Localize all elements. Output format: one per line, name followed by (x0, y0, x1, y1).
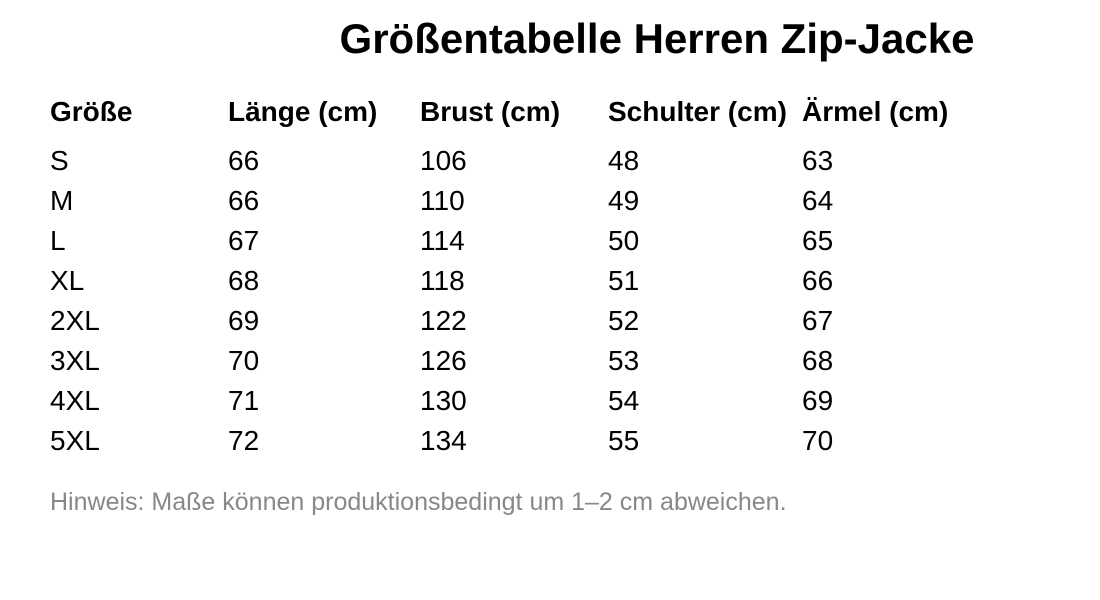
schulter-cell: 50 (608, 225, 640, 256)
laenge-cell: 70 (228, 345, 260, 376)
schulter-cell: 55 (608, 425, 640, 456)
brust-cell: 122 (420, 305, 467, 336)
column-header-groesse: Größe (50, 96, 133, 127)
size-table: Größe Länge (cm) Brust (cm) Schulter (cm… (50, 92, 1060, 461)
aermel-cell: 67 (802, 305, 834, 336)
size-cell: L (50, 225, 66, 256)
table-row-xl: XL 68 118 51 66 (50, 261, 1060, 301)
brust-cell: 110 (420, 185, 465, 216)
table-row-4xl: 4XL 71 130 54 69 (50, 381, 1060, 421)
schulter-cell: 54 (608, 385, 640, 416)
aermel-cell: 63 (802, 145, 834, 176)
brust-cell: 114 (420, 225, 465, 256)
table-header-row: Größe Länge (cm) Brust (cm) Schulter (cm… (50, 92, 1060, 132)
laenge-cell: 69 (228, 305, 260, 336)
schulter-cell: 48 (608, 145, 640, 176)
page-title: Größentabelle Herren Zip-Jacke (339, 15, 975, 62)
size-cell: 4XL (50, 385, 100, 416)
table-row-5xl: 5XL 72 134 55 70 (50, 421, 1060, 461)
size-cell: S (50, 145, 69, 176)
schulter-cell: 51 (608, 265, 640, 296)
schulter-cell: 52 (608, 305, 640, 336)
table-row-m: M 66 110 49 64 (50, 181, 1060, 221)
aermel-cell: 70 (802, 425, 834, 456)
table-row-l: L 67 114 50 65 (50, 221, 1060, 261)
table-row-s: S 66 106 48 63 (50, 141, 1060, 181)
disclaimer-note: Hinweis: Maße können produktionsbedingt … (50, 488, 787, 516)
schulter-cell: 53 (608, 345, 640, 376)
laenge-cell: 66 (228, 185, 260, 216)
schulter-cell: 49 (608, 185, 640, 216)
size-cell: 3XL (50, 345, 100, 376)
table-row-3xl: 3XL 70 126 53 68 (50, 341, 1060, 381)
column-header-brust: Brust (cm) (420, 96, 561, 127)
aermel-cell: 66 (802, 265, 834, 296)
table-row-2xl: 2XL 69 122 52 67 (50, 301, 1060, 341)
size-cell: XL (50, 265, 85, 296)
size-cell: M (50, 185, 74, 216)
column-header-schulter: Schulter (cm) (608, 96, 787, 127)
brust-cell: 106 (420, 145, 467, 176)
aermel-cell: 65 (802, 225, 834, 256)
brust-cell: 134 (420, 425, 467, 456)
brust-cell: 130 (420, 385, 467, 416)
laenge-cell: 72 (228, 425, 260, 456)
laenge-cell: 68 (228, 265, 260, 296)
brust-cell: 126 (420, 345, 467, 376)
size-cell: 2XL (50, 305, 100, 336)
aermel-cell: 69 (802, 385, 834, 416)
column-header-aermel: Ärmel (cm) (802, 96, 949, 127)
laenge-cell: 66 (228, 145, 260, 176)
laenge-cell: 67 (228, 225, 260, 256)
laenge-cell: 71 (228, 385, 260, 416)
brust-cell: 118 (420, 265, 465, 296)
aermel-cell: 68 (802, 345, 834, 376)
column-header-laenge: Länge (cm) (228, 96, 378, 127)
aermel-cell: 64 (802, 185, 834, 216)
size-cell: 5XL (50, 425, 100, 456)
